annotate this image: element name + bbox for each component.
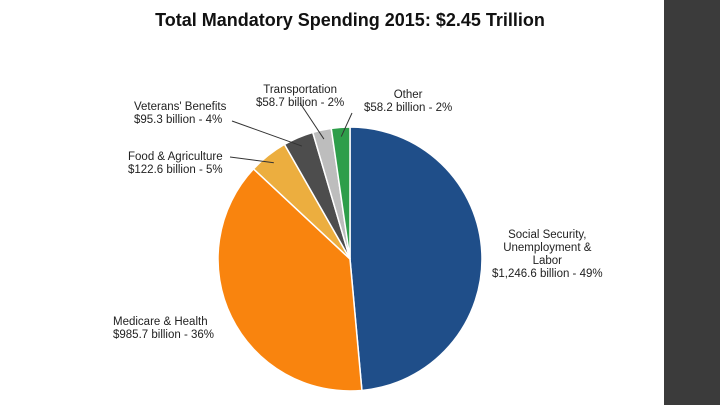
value-label: $95.3 billion - 4% [134, 114, 223, 126]
value-label: $58.2 billion - 2% [364, 102, 453, 114]
label-line: Transportation [263, 84, 337, 96]
label-line: Veterans' Benefits [134, 101, 227, 113]
chart-title: Total Mandatory Spending 2015: $2.45 Tri… [155, 10, 545, 30]
label-line: Social Security, [508, 229, 587, 241]
label-line: Other [393, 89, 423, 101]
label-line: Unemployment & [503, 242, 592, 254]
value-label: $985.7 billion - 36% [113, 329, 215, 341]
leader-line [229, 156, 274, 164]
label-line: Labor [532, 255, 563, 267]
slice-label-veterans: Veterans' Benefits $95.3 billion - 4% [134, 101, 226, 127]
pie-slice-medicare-health [217, 167, 363, 392]
value-label: $1,246.6 billion - 49% [492, 268, 603, 280]
leader-line [299, 102, 325, 140]
leader-line [231, 120, 303, 147]
slide: Total Mandatory Spending 2015: $2.45 Tri… [113, 10, 603, 392]
slice-label-medicare: Medicare & Health $985.7 billion - 36% [113, 316, 214, 342]
label-line: Food & Agriculture [128, 151, 223, 163]
pie-slice-other [330, 126, 351, 260]
side-bar [664, 0, 720, 405]
slice-label-food-agriculture: Food & Agriculture $122.6 billion - 5% [128, 151, 223, 177]
value-label: $58.7 billion - 2% [256, 97, 345, 109]
pie-chart [217, 102, 483, 392]
slice-label-other: Other $58.2 billion - 2% [364, 89, 452, 115]
slice-label-transportation: Transportation $58.7 billion - 2% [256, 84, 344, 110]
label-line: Medicare & Health [113, 316, 208, 328]
leader-line [340, 112, 353, 137]
pie-slice-social-security-unemployment-labor [349, 126, 483, 392]
value-label: $122.6 billion - 5% [128, 164, 223, 176]
slice-label-social-security: Social Security, Unemployment & Labor $1… [492, 229, 603, 281]
